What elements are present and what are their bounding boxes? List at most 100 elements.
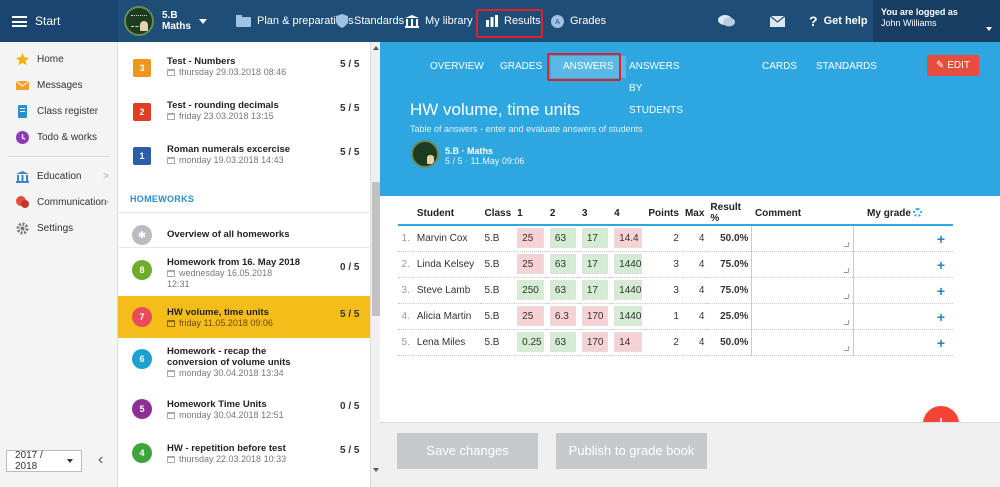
sidebar-item-todo[interactable]: Todo & works [0,124,117,150]
gear-icon[interactable] [912,207,922,217]
list-item[interactable]: 1 Roman numerals excercise monday 19.03.… [118,135,370,177]
answer-cell[interactable]: 25 [514,251,547,278]
student-name: Marvin Cox [413,225,482,252]
answer-cell[interactable]: 63 [546,329,579,356]
plus-icon[interactable]: + [936,282,945,299]
plus-icon[interactable]: + [936,231,945,247]
todo-icon [16,130,29,144]
sidebar-item-messages[interactable]: Messages [0,72,117,98]
list-item[interactable]: 3 Test - Numbers thursday 29.03.2018 08:… [118,47,370,89]
class-avatar [411,140,439,168]
answer-cell[interactable]: 250 [514,277,547,304]
comment-field[interactable] [751,251,854,278]
tab-answers-by-students[interactable]: ANSWERS BY STUDENTS [629,61,683,116]
answer-cell[interactable]: 17 [578,225,612,252]
list-item[interactable]: 8 Homework from 16. May 2018 wednesday 1… [118,248,370,294]
answer-cell[interactable]: 63 [546,277,579,304]
scroll-down-icon[interactable] [373,468,379,472]
scroll-up-icon[interactable] [373,46,379,50]
answer-cell[interactable]: 1440 [611,277,646,304]
task-number-badge: 7 [132,307,152,327]
calendar-icon [167,412,175,419]
save-changes-button[interactable]: Save changes [397,433,538,469]
plus-icon[interactable]: + [936,308,945,325]
answer-cell[interactable]: 14.4 [611,225,646,252]
start-menu-button[interactable]: Start [0,0,118,42]
list-item[interactable]: 4 HW - repetition before test thursday 2… [118,432,370,474]
list-item[interactable]: 5 Homework Time Units monday 30.04.2018 … [118,388,370,430]
sidebar-item-settings[interactable]: Settings [0,215,117,241]
grade-field[interactable]: + [852,251,953,278]
comment-field[interactable] [751,277,854,304]
answer-cell[interactable]: 1440 [611,303,646,330]
grade-field[interactable]: + [852,277,953,304]
answer-cell[interactable]: 170 [578,329,612,356]
sidebar-item-communication[interactable]: Communication > [0,189,117,215]
calendar-icon [167,157,175,164]
sidebar-item-class-register[interactable]: Class register [0,98,117,124]
comment-field[interactable] [751,329,854,356]
comment-field[interactable] [751,303,854,330]
scrollbar-thumb[interactable] [372,182,380,316]
divider [118,247,370,248]
answer-cell[interactable]: 6.3 [546,303,579,330]
school-year-select[interactable]: 2017 / 2018 [6,450,82,472]
mail-button[interactable] [770,0,785,42]
homework-header: OVERVIEW GRADES ANSWERS ANSWERS BY STUDE… [380,42,1000,196]
tab-overview[interactable]: OVERVIEW [430,61,484,72]
nav-plan-preparations[interactable]: Plan & preparations [236,0,354,42]
class-selector[interactable]: 5.B Maths [124,4,207,38]
task-date: wednesday 16.05.2018 12:31 [167,268,273,289]
chevron-down-icon [986,27,992,31]
grade-field[interactable]: + [852,225,953,252]
nav-grades[interactable]: A Grades [551,0,606,42]
page-title: HW volume, time units [410,100,581,119]
answer-cell[interactable]: 17 [578,277,612,304]
get-help-button[interactable]: ? Get help [809,0,868,42]
list-item[interactable]: 2 Test - rounding decimals friday 23.03.… [118,91,370,133]
calendar-icon [167,370,175,377]
user-menu[interactable]: You are logged as John Williams [873,0,1000,42]
list-item[interactable]: 6 Homework - recap the conversion of volu… [118,340,370,386]
nav-standards[interactable]: Standards [336,0,404,42]
nav-results[interactable]: Results [486,0,541,42]
top-bar: Start 5.B Maths Plan & preparations Stan… [0,0,1000,42]
list-item-selected[interactable]: 7 HW volume, time units friday 11.05.201… [118,296,370,338]
tab-answers[interactable]: ANSWERS [551,56,626,78]
answer-cell[interactable]: 0.25 [514,329,547,356]
answer-cell[interactable]: 63 [546,251,579,278]
plus-icon[interactable]: + [936,334,945,351]
plus-icon[interactable]: + [936,256,945,273]
max-points: 4 [681,251,708,278]
sidebar-item-home[interactable]: Home [0,46,117,72]
task-title: Test - Numbers [167,56,236,67]
question-icon: ? [809,13,818,29]
tab-grades[interactable]: GRADES [500,61,543,72]
answer-cell[interactable]: 63 [546,225,579,252]
publish-grade-book-button[interactable]: Publish to grade book [556,433,707,469]
points: 3 [645,277,682,304]
answer-cell[interactable]: 25 [514,303,547,330]
chat-button[interactable] [718,0,735,42]
grade-field[interactable]: + [852,303,953,330]
sidebar-item-label: Communication [37,196,107,208]
nav-my-library[interactable]: My library [405,0,473,42]
answer-cell[interactable]: 1440 [611,251,646,278]
homework-meta: 5 / 5 · 11.May 09:06 [445,156,525,166]
tab-standards[interactable]: STANDARDS [816,61,877,72]
edit-button[interactable]: ✎ EDIT [927,55,979,76]
collapse-sidebar-icon[interactable]: ‹ [98,451,104,468]
sidebar-item-education[interactable]: Education > [0,163,117,189]
answer-cell[interactable]: 17 [578,251,612,278]
max-points: 4 [681,225,708,252]
answer-cell[interactable]: 25 [514,225,547,252]
tab-cards[interactable]: CARDS [762,61,798,72]
task-list-scrollbar[interactable] [370,42,380,487]
sidebar-item-label: Class register [37,105,99,117]
grade-field[interactable]: + [852,329,953,356]
column-header-points: Points [645,202,682,226]
answer-cell[interactable]: 14 [611,329,646,356]
answer-cell[interactable]: 170 [578,303,612,330]
comment-field[interactable] [751,225,854,252]
overview-homeworks-item[interactable]: ✱ Overview of all homeworks [118,214,370,256]
